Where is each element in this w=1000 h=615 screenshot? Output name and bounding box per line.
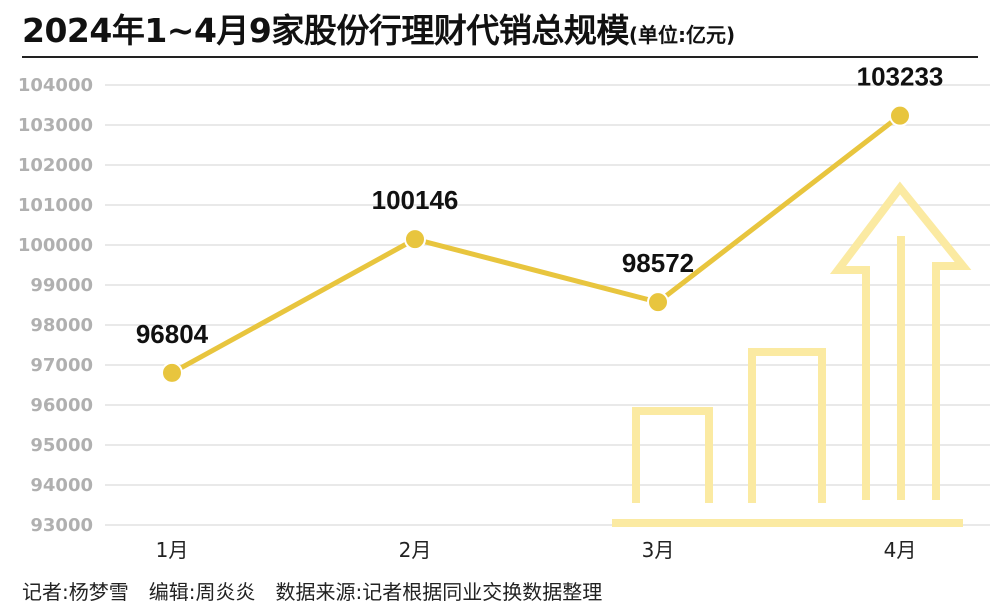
series-line-path — [169, 113, 903, 376]
chart-title-text: 2024年1~4月9家股份行理财代销总规模 — [22, 11, 629, 50]
data-label: 98572 — [622, 248, 694, 278]
decor-bar-tall — [748, 348, 826, 503]
data-label: 100146 — [372, 185, 459, 215]
data-point — [161, 361, 183, 384]
y-tick-label: 98000 — [30, 315, 93, 336]
y-tick-label: 94000 — [30, 475, 93, 496]
chart-title: 2024年1~4月9家股份行理财代销总规模(单位:亿元) — [22, 4, 735, 52]
data-points — [161, 104, 911, 384]
series-line — [169, 113, 903, 376]
data-point — [889, 104, 911, 127]
rising-bars-arrow-decoration — [612, 181, 972, 527]
y-tick-label: 99000 — [30, 275, 93, 296]
y-axis-ticks: 104000 103000 102000 101000 100000 99000 98000… — [18, 75, 93, 536]
data-labels: 96804 100146 98572 103233 — [136, 62, 944, 349]
y-tick-label: 104000 — [18, 75, 93, 96]
decor-bar-short — [632, 407, 713, 503]
title-bar: 2024年1~4月9家股份行理财代销总规模(单位:亿元) — [22, 11, 978, 58]
data-label: 103233 — [857, 62, 944, 92]
x-tick-label: 4月 — [884, 538, 917, 562]
y-tick-label: 96000 — [30, 395, 93, 416]
x-tick-label: 2月 — [399, 538, 432, 562]
data-label: 96804 — [136, 319, 209, 349]
y-tick-label: 102000 — [18, 155, 93, 176]
y-tick-label: 97000 — [30, 355, 93, 376]
y-tick-label: 95000 — [30, 435, 93, 456]
data-point — [404, 228, 426, 251]
x-axis-ticks: 1月 2月 3月 4月 — [156, 538, 917, 562]
y-tick-label: 103000 — [18, 115, 93, 136]
y-tick-label: 101000 — [18, 195, 93, 216]
x-tick-label: 3月 — [642, 538, 675, 562]
unit-label: (单位:亿元) — [628, 23, 736, 47]
footer-credits: 记者:杨梦雪 编辑:周炎炎 数据来源:记者根据同业交换数据整理 — [22, 580, 603, 604]
y-tick-label: 100000 — [18, 235, 93, 256]
decor-arrow-outline — [829, 181, 972, 500]
data-point — [647, 291, 669, 314]
y-tick-label: 93000 — [30, 515, 93, 536]
x-tick-label: 1月 — [156, 538, 189, 562]
